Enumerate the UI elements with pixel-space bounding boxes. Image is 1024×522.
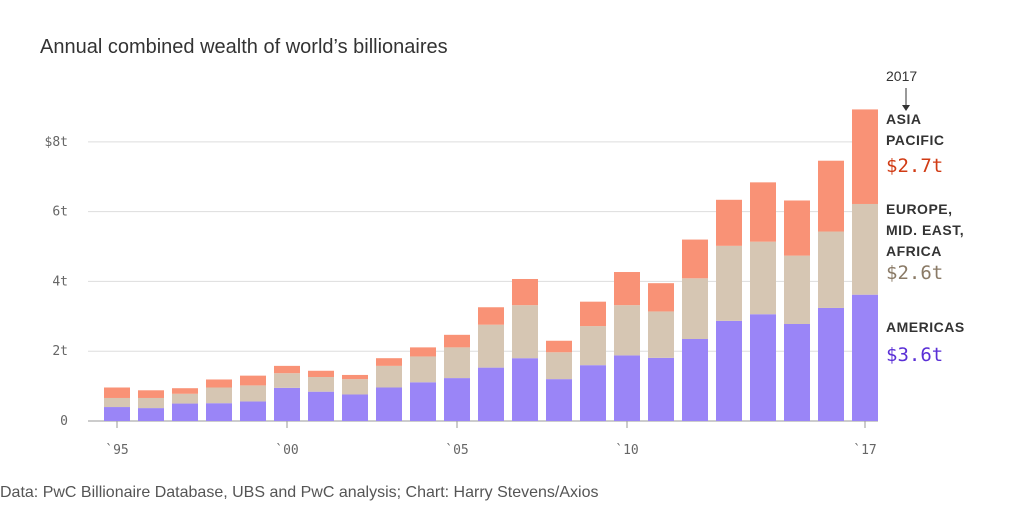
bar-segment-americas-2002 — [342, 394, 368, 421]
bar-segment-asia-pacific-1998 — [206, 379, 232, 388]
bar-segment-europe-mideast-africa-2015 — [784, 255, 810, 325]
bar-segment-americas-2003 — [376, 387, 402, 421]
bar-segment-americas-2006 — [478, 367, 504, 421]
legend-europe-line-3: AFRICA — [886, 243, 942, 259]
bar-segment-americas-2004 — [410, 382, 436, 421]
bar-segment-asia-pacific-2005 — [444, 334, 470, 348]
bar-segment-americas-2001 — [308, 391, 334, 421]
x-axis-ticks: `95 `00 `05 `10 `17 — [105, 421, 877, 458]
bar-segment-europe-mideast-africa-2003 — [376, 365, 402, 388]
bar-segment-americas-1996 — [138, 408, 164, 421]
bar-segment-americas-2011 — [648, 357, 674, 421]
bar-segment-europe-mideast-africa-2005 — [444, 347, 470, 379]
y-tick-label: 4t — [52, 274, 68, 289]
bar-segment-asia-pacific-2004 — [410, 347, 436, 357]
bar-segment-americas-1998 — [206, 403, 232, 421]
bar-segment-europe-mideast-africa-1997 — [172, 393, 198, 404]
bar-segment-europe-mideast-africa-2010 — [614, 305, 640, 356]
bar-segment-americas-2017 — [852, 294, 878, 421]
x-tick-label: `10 — [615, 443, 638, 458]
bar-segment-europe-mideast-africa-2011 — [648, 311, 674, 358]
bar-segment-asia-pacific-2011 — [648, 283, 674, 312]
bar-segment-americas-2009 — [580, 365, 606, 421]
bar-segment-asia-pacific-1996 — [138, 390, 164, 398]
bar-segment-asia-pacific-2003 — [376, 358, 402, 366]
bar-segment-americas-1995 — [104, 407, 130, 421]
bar-segment-europe-mideast-africa-2014 — [750, 241, 776, 315]
bar-segment-americas-2000 — [274, 387, 300, 421]
legend-europe-line-1: EUROPE, — [886, 201, 953, 217]
bar-segment-asia-pacific-2007 — [512, 278, 538, 306]
bar-segment-asia-pacific-2002 — [342, 374, 368, 380]
bar-segment-asia-pacific-2009 — [580, 301, 606, 327]
bar-segment-asia-pacific-1999 — [240, 375, 266, 386]
legend-arrow-head-icon — [902, 105, 910, 111]
bar-segment-europe-mideast-africa-2007 — [512, 305, 538, 359]
x-tick-label: `17 — [853, 443, 876, 458]
x-tick-label: `00 — [275, 443, 298, 458]
bar-segment-europe-mideast-africa-2002 — [342, 379, 368, 395]
bar-segment-asia-pacific-2000 — [274, 365, 300, 374]
bar-segment-asia-pacific-2006 — [478, 307, 504, 325]
bar-segment-europe-mideast-africa-2000 — [274, 373, 300, 388]
bar-segment-asia-pacific-2017 — [852, 109, 878, 204]
source-note: Data: PwC Billionaire Database, UBS and … — [0, 484, 599, 501]
bar-segment-americas-2016 — [818, 307, 844, 421]
bar-segment-asia-pacific-1995 — [104, 387, 130, 398]
bar-segment-europe-mideast-africa-2001 — [308, 377, 334, 392]
bar-segment-americas-2005 — [444, 378, 470, 421]
bar-segment-asia-pacific-2008 — [546, 340, 572, 353]
bar-segment-europe-mideast-africa-2006 — [478, 324, 504, 368]
bar-segment-europe-mideast-africa-1998 — [206, 387, 232, 404]
x-tick-label: `05 — [445, 443, 468, 458]
bar-segment-americas-2014 — [750, 314, 776, 421]
legend: 2017 ASIA PACIFIC $2.7t EUROPE, MID. EAS… — [886, 68, 965, 366]
bar-segment-asia-pacific-2015 — [784, 200, 810, 256]
bar-segment-asia-pacific-2012 — [682, 239, 708, 279]
y-tick-label: $8t — [45, 135, 68, 150]
bar-segment-americas-2007 — [512, 358, 538, 421]
legend-asia-pacific-line-2: PACIFIC — [886, 132, 944, 148]
bar-segment-europe-mideast-africa-2004 — [410, 356, 436, 383]
x-tick-label: `95 — [105, 443, 128, 458]
bar-segment-europe-mideast-africa-2016 — [818, 231, 844, 308]
bar-segment-europe-mideast-africa-2017 — [852, 203, 878, 295]
bar-segment-americas-1999 — [240, 401, 266, 421]
bars — [104, 109, 878, 421]
y-tick-label: 0 — [60, 414, 68, 429]
legend-americas-line-1: AMERICAS — [886, 319, 965, 335]
bar-segment-americas-2012 — [682, 339, 708, 421]
bar-segment-europe-mideast-africa-1999 — [240, 385, 266, 402]
bar-segment-europe-mideast-africa-1995 — [104, 397, 130, 408]
bar-segment-asia-pacific-2001 — [308, 370, 334, 378]
bar-segment-europe-mideast-africa-2012 — [682, 278, 708, 340]
y-axis-tick-labels: 0 2t 4t 6t $8t — [45, 135, 68, 429]
bar-segment-americas-2013 — [716, 320, 742, 421]
y-tick-label: 6t — [52, 205, 68, 220]
bar-segment-asia-pacific-2013 — [716, 199, 742, 246]
bar-segment-americas-2010 — [614, 355, 640, 421]
bar-segment-americas-2008 — [546, 379, 572, 421]
y-tick-label: 2t — [52, 344, 68, 359]
legend-asia-pacific-line-1: ASIA — [886, 111, 921, 127]
chart-title: Annual combined wealth of world’s billio… — [40, 36, 448, 58]
bar-segment-asia-pacific-2010 — [614, 272, 640, 306]
bar-segment-europe-mideast-africa-2008 — [546, 352, 572, 380]
legend-americas-value: $3.6t — [886, 344, 943, 366]
legend-europe-line-2: MID. EAST, — [886, 222, 964, 238]
bar-segment-asia-pacific-2016 — [818, 160, 844, 232]
bar-segment-americas-1997 — [172, 403, 198, 421]
legend-europe-value: $2.6t — [886, 262, 943, 284]
legend-asia-pacific-value: $2.7t — [886, 155, 943, 177]
bar-segment-asia-pacific-1997 — [172, 388, 198, 394]
bar-segment-asia-pacific-2014 — [750, 182, 776, 242]
legend-year-label: 2017 — [886, 68, 917, 84]
bar-segment-europe-mideast-africa-2009 — [580, 326, 606, 366]
bar-segment-europe-mideast-africa-1996 — [138, 397, 164, 409]
bar-segment-europe-mideast-africa-2013 — [716, 245, 742, 321]
bar-segment-americas-2015 — [784, 324, 810, 421]
